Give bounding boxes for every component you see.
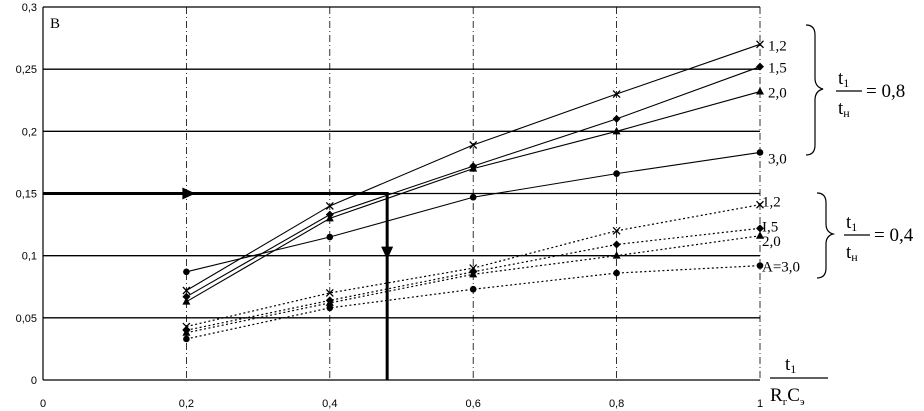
- group-bracket-solid: [805, 24, 824, 156]
- cross-marker: [756, 40, 764, 49]
- x-tick-label: 0,2: [179, 398, 194, 410]
- series-label: I,5: [762, 219, 778, 235]
- series-label: 1,2: [768, 38, 787, 54]
- svg-text:tн: tн: [838, 98, 850, 120]
- y-tick-label: 0,1: [22, 251, 37, 263]
- guide-lines: [43, 187, 394, 380]
- series-label: A=3,0: [762, 260, 800, 276]
- triangle-marker: [182, 328, 191, 336]
- dot-marker: [613, 170, 620, 177]
- series-label: 1,5: [768, 61, 787, 77]
- x-tick-label: 0,8: [609, 398, 624, 410]
- svg-text:t1: t1: [846, 212, 857, 234]
- dot-marker: [756, 149, 764, 156]
- svg-text:RгCэ: RгCэ: [770, 385, 805, 408]
- triangle-marker: [469, 269, 478, 278]
- arrow-down-icon: [381, 246, 394, 260]
- series-label: 2,0: [762, 234, 781, 250]
- triangle-marker: [469, 164, 478, 172]
- dot-marker: [613, 269, 620, 277]
- group-ratio-solid: t1 tн = 0,8: [836, 68, 905, 120]
- cross-marker: [612, 226, 621, 235]
- y-tick-label: 0,3: [22, 2, 37, 14]
- svg-text:= 0,8: = 0,8: [866, 81, 905, 102]
- series-label: 1,2: [762, 195, 781, 211]
- dot-marker: [326, 304, 334, 312]
- tick-labels: 0 0,05 0,1 0,15 0,2 0,25 0,3 0 0,2 0,4 0,6 0,8 1: [16, 2, 763, 410]
- dot-marker: [183, 268, 190, 276]
- dot-marker: [183, 335, 190, 343]
- y-tick-label: 0,25: [16, 64, 37, 76]
- series-label: 3,0: [768, 151, 787, 167]
- svg-text:t1: t1: [785, 354, 796, 376]
- diamond-marker: [612, 240, 621, 249]
- x-axis-label: t1 RгCэ: [770, 354, 828, 408]
- cross-marker: [756, 200, 764, 209]
- dot-marker: [469, 193, 477, 201]
- cross-marker: [325, 289, 334, 297]
- series-labels: 1,21,52,03,01,2I,52,0A=3,0: [762, 38, 800, 275]
- svg-text:t1: t1: [838, 68, 849, 90]
- cross-marker: [325, 201, 334, 210]
- triangle-marker: [612, 251, 621, 259]
- dot-marker: [756, 262, 764, 269]
- cross-marker: [182, 286, 191, 295]
- series-label: 2,0: [768, 86, 787, 102]
- cross-marker: [612, 90, 621, 98]
- x-tick-label: 0,6: [466, 398, 481, 410]
- dot-marker: [469, 285, 477, 293]
- group-ratio-dotted: t1 tн = 0,4: [844, 212, 914, 264]
- triangle-marker: [756, 87, 764, 95]
- arrow-right-icon: [182, 187, 196, 200]
- group-bracket-dotted: [816, 192, 836, 279]
- corner-label: B: [50, 16, 60, 32]
- diamond-marker: [612, 114, 621, 123]
- x-tick-label: 0: [40, 398, 46, 410]
- y-tick-label: 0: [31, 375, 37, 387]
- svg-text:= 0,4: = 0,4: [874, 225, 914, 246]
- y-tick-label: 0,2: [22, 126, 37, 138]
- cross-marker: [469, 141, 478, 149]
- y-tick-label: 0,05: [16, 313, 37, 325]
- diamond-marker: [182, 292, 191, 301]
- y-tick-label: 0,15: [16, 189, 37, 201]
- diamond-marker: [756, 62, 764, 71]
- series-markers: [182, 40, 764, 343]
- triangle-marker: [756, 231, 764, 239]
- triangle-marker: [612, 126, 621, 135]
- guide-polyline: [43, 192, 389, 380]
- x-tick-label: 0,4: [322, 398, 337, 410]
- triangle-marker: [325, 298, 334, 306]
- triangle-marker: [182, 297, 191, 305]
- triangle-marker: [325, 213, 334, 222]
- x-tick-label: 1: [757, 398, 763, 410]
- diamond-marker: [756, 224, 764, 233]
- svg-text:tн: tн: [846, 242, 858, 264]
- dot-marker: [326, 233, 334, 241]
